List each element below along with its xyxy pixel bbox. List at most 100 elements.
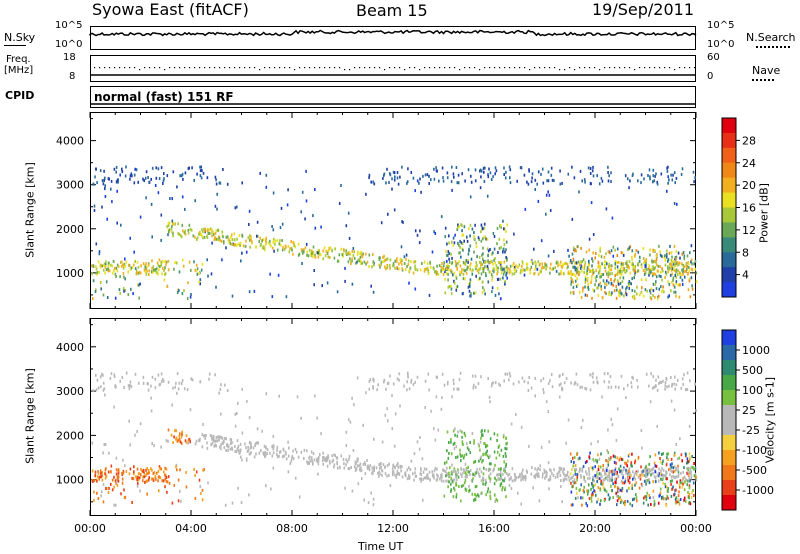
heatmap-cell bbox=[145, 196, 147, 200]
heatmap-cell bbox=[686, 483, 689, 487]
heatmap-cell bbox=[158, 177, 161, 181]
heatmap-cell bbox=[512, 382, 515, 386]
heatmap-cell bbox=[614, 266, 616, 270]
heatmap-cell bbox=[557, 261, 559, 265]
heatmap-cell bbox=[487, 377, 489, 380]
heatmap-cell bbox=[690, 470, 692, 474]
heatmap-cell bbox=[496, 433, 499, 437]
heatmap-cell bbox=[670, 376, 672, 379]
heatmap-cell bbox=[382, 255, 384, 259]
nave-dot bbox=[194, 67, 196, 69]
heatmap-cell bbox=[344, 486, 346, 490]
heatmap-cell bbox=[190, 293, 192, 296]
colorbar-tick-label: 100 bbox=[742, 384, 763, 397]
heatmap-cell bbox=[611, 472, 614, 476]
heatmap-cell bbox=[91, 272, 93, 276]
heatmap-cell bbox=[620, 263, 623, 266]
heatmap-cell bbox=[589, 388, 592, 392]
heatmap-cell bbox=[474, 264, 477, 268]
heatmap-cell bbox=[389, 266, 391, 270]
heatmap-cell bbox=[678, 483, 681, 486]
heatmap-cell bbox=[631, 487, 633, 490]
heatmap-cell bbox=[464, 179, 466, 183]
heatmap-cell bbox=[688, 265, 690, 269]
heatmap-cell bbox=[102, 500, 105, 504]
heatmap-cell bbox=[498, 382, 500, 386]
heatmap-cell bbox=[671, 260, 674, 264]
heatmap-cell bbox=[652, 472, 654, 475]
nsearch-legend-dots bbox=[756, 46, 790, 48]
heatmap-cell bbox=[540, 172, 542, 176]
heatmap-cell bbox=[628, 186, 630, 190]
heatmap-cell bbox=[537, 472, 540, 476]
heatmap-cell bbox=[460, 468, 463, 471]
heatmap-cell bbox=[558, 395, 561, 399]
heatmap-cell bbox=[601, 262, 603, 266]
heatmap-cell bbox=[591, 468, 594, 472]
heatmap-cell bbox=[172, 231, 174, 235]
heatmap-cell bbox=[433, 476, 435, 480]
heatmap-cell bbox=[591, 296, 593, 300]
heatmap-cell bbox=[271, 225, 273, 228]
heatmap-cell bbox=[569, 272, 571, 276]
heatmap-cell bbox=[495, 456, 498, 460]
heatmap-cell bbox=[527, 182, 530, 186]
heatmap-cell bbox=[676, 273, 679, 276]
heatmap-cell bbox=[662, 476, 664, 480]
heatmap-cell bbox=[236, 205, 238, 209]
heatmap-cell bbox=[584, 275, 587, 279]
heatmap-cell bbox=[388, 473, 390, 477]
heatmap-cell bbox=[312, 214, 314, 218]
heatmap-cell bbox=[224, 383, 226, 387]
heatmap-cell bbox=[529, 268, 531, 272]
heatmap-cell bbox=[256, 427, 259, 431]
heatmap-cell bbox=[514, 269, 517, 273]
heatmap-cell bbox=[688, 460, 690, 464]
heatmap-cell bbox=[409, 266, 412, 270]
heatmap-cell bbox=[381, 469, 383, 473]
heatmap-cell bbox=[422, 498, 424, 502]
heatmap-cell bbox=[648, 494, 651, 497]
heatmap-cell bbox=[674, 465, 676, 469]
heatmap-cell bbox=[116, 221, 118, 225]
heatmap-cell bbox=[510, 487, 513, 490]
heatmap-cell bbox=[528, 375, 530, 379]
heatmap-cell bbox=[486, 264, 489, 268]
heatmap-cell bbox=[663, 255, 666, 259]
heatmap-cell bbox=[531, 176, 533, 180]
heatmap-cell bbox=[238, 450, 241, 454]
heatmap-cell bbox=[494, 261, 496, 265]
heatmap-cell bbox=[667, 487, 669, 491]
heatmap-cell bbox=[509, 264, 512, 268]
heatmap-cell bbox=[100, 287, 102, 291]
heatmap-cell bbox=[492, 381, 494, 385]
heatmap-cell bbox=[528, 169, 530, 173]
colorbar-tick-label: -500 bbox=[742, 464, 767, 477]
heatmap-cell bbox=[154, 184, 157, 187]
nave-dot bbox=[434, 67, 436, 69]
heatmap-cell bbox=[618, 497, 620, 500]
heatmap-cell bbox=[471, 272, 474, 276]
heatmap-cell bbox=[173, 435, 175, 439]
heatmap-cell bbox=[592, 485, 594, 489]
heatmap-cell bbox=[652, 294, 654, 297]
heatmap-cell bbox=[660, 172, 663, 176]
heatmap-cell bbox=[610, 281, 613, 285]
heatmap-cell bbox=[625, 261, 627, 265]
heatmap-cell bbox=[272, 191, 275, 195]
heatmap-cell bbox=[323, 246, 326, 250]
heatmap-cell bbox=[607, 428, 609, 432]
heatmap-cell bbox=[538, 499, 541, 503]
heatmap-cell bbox=[523, 476, 525, 479]
heatmap-cell bbox=[641, 474, 644, 478]
heatmap-cell bbox=[511, 479, 514, 483]
heatmap-cell bbox=[517, 265, 519, 269]
heatmap-cell bbox=[602, 486, 605, 490]
heatmap-cell bbox=[428, 388, 430, 392]
cpid-panel bbox=[90, 86, 696, 108]
heatmap-cell bbox=[392, 464, 394, 468]
heatmap-cell bbox=[584, 280, 587, 284]
heatmap-cell bbox=[570, 503, 573, 507]
heatmap-cell bbox=[241, 431, 244, 435]
heatmap-cell bbox=[480, 261, 482, 265]
